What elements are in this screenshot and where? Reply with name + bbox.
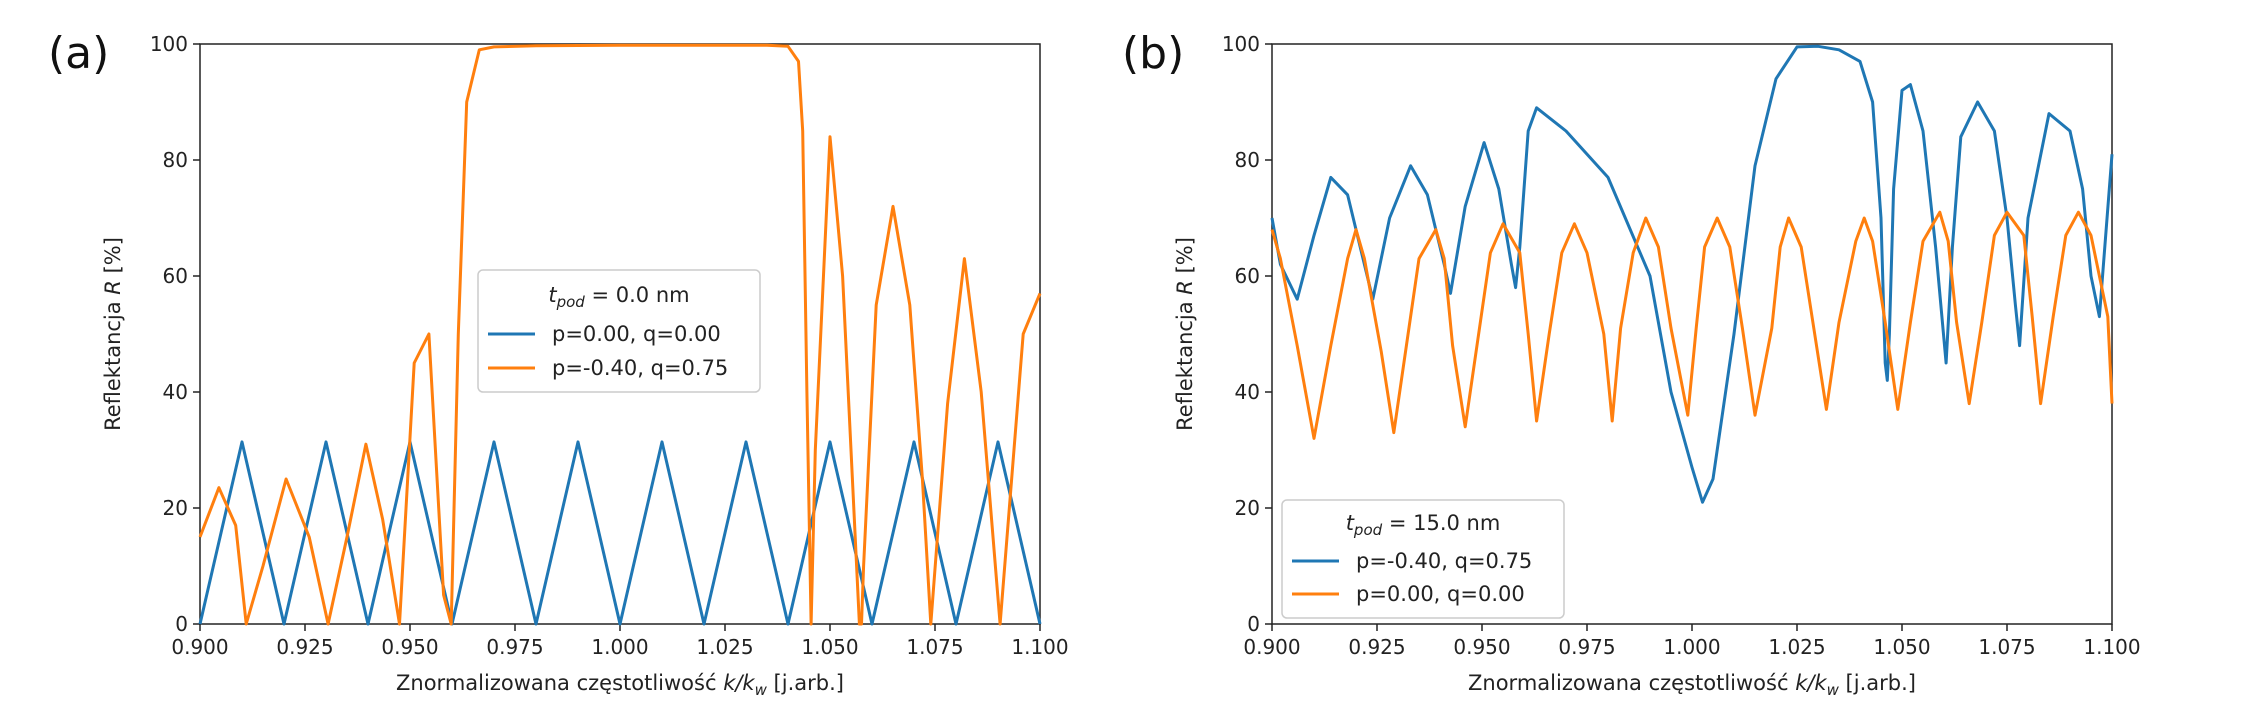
y-tick-label: 40: [1235, 380, 1260, 404]
series-lines-a: [198, 43, 1042, 626]
legend-title-b: tpod = 15.0 nm: [1346, 511, 1501, 539]
x-axis-label-b: Znormalizowana częstotliwość k/kw [j.arb…: [1468, 671, 1916, 699]
legend-box-b: [1281, 499, 1565, 619]
y-tick-label: 20: [1235, 496, 1260, 520]
x-axis-label-a: Znormalizowana częstotliwość k/kw [j.arb…: [396, 671, 844, 699]
x-tick-label: 0.900: [171, 635, 228, 659]
y-tick-label: 60: [1235, 264, 1260, 288]
legend-a: tpod = 0.0 nm p=0.00, q=0.00 p=-0.40, q=…: [477, 269, 761, 393]
y-ticks-b: 0 20 40 60 80 100: [1222, 32, 1272, 636]
y-tick-label: 20: [163, 496, 188, 520]
x-tick-label: 0.975: [486, 635, 543, 659]
y-tick-label: 100: [150, 32, 188, 56]
series-line-orange-b: [1270, 210, 2114, 440]
y-tick-label: 100: [1222, 32, 1260, 56]
chart-b: (b) 0.900 0.925 0.950 0.975 1.000 1.025 1.050 1…: [1122, 28, 2141, 699]
y-tick-label: 60: [163, 264, 188, 288]
x-tick-label: 0.950: [381, 635, 438, 659]
x-tick-label: 1.025: [1768, 635, 1825, 659]
x-tick-label: 1.000: [591, 635, 648, 659]
y-tick-label: 80: [1235, 148, 1260, 172]
series-line-blue-b: [1270, 44, 2114, 504]
series-line-blue-a: [198, 440, 1042, 626]
chart-a: (a) 0.900 0.925 0.950 0.975 1.000 1.025 1.050 1…: [48, 28, 1069, 699]
x-tick-label: 0.900: [1243, 635, 1300, 659]
y-axis-label-b: Reflektancja R [%]: [1173, 237, 1197, 431]
y-tick-label: 40: [163, 380, 188, 404]
x-tick-label: 1.075: [1978, 635, 2035, 659]
legend-title-a: tpod = 0.0 nm: [548, 283, 689, 311]
legend-entry-1-a: p=0.00, q=0.00: [552, 322, 721, 346]
y-tick-label: 0: [1247, 612, 1260, 636]
x-tick-label: 1.050: [801, 635, 858, 659]
x-tick-label: 1.100: [1011, 635, 1068, 659]
y-tick-label: 0: [175, 612, 188, 636]
x-ticks-a: 0.900 0.925 0.950 0.975 1.000 1.025 1.050 1.075…: [171, 624, 1069, 659]
x-tick-label: 1.050: [1873, 635, 1930, 659]
series-lines-b: [1270, 44, 2114, 504]
y-tick-label: 80: [163, 148, 188, 172]
legend-entry-2-b: p=0.00, q=0.00: [1356, 582, 1525, 606]
y-ticks-a: 0 20 40 60 80 100: [150, 32, 200, 636]
x-ticks-b: 0.900 0.925 0.950 0.975 1.000 1.025 1.050 1.075…: [1243, 624, 2141, 659]
legend-box-a: [477, 269, 761, 393]
x-tick-label: 0.950: [1453, 635, 1510, 659]
x-tick-label: 0.975: [1558, 635, 1615, 659]
x-tick-label: 1.000: [1663, 635, 1720, 659]
panel-label-a: (a): [48, 28, 109, 79]
series-line-orange-a: [198, 43, 1042, 626]
x-tick-label: 0.925: [276, 635, 333, 659]
x-tick-label: 0.925: [1348, 635, 1405, 659]
x-tick-label: 1.025: [696, 635, 753, 659]
legend-entry-1-b: p=-0.40, q=0.75: [1356, 549, 1532, 573]
legend-entry-2-a: p=-0.40, q=0.75: [552, 356, 728, 380]
panel-label-b: (b): [1122, 28, 1184, 79]
x-tick-label: 1.075: [906, 635, 963, 659]
x-tick-label: 1.100: [2083, 635, 2140, 659]
y-axis-label-a: Reflektancja R [%]: [101, 237, 125, 431]
legend-b: tpod = 15.0 nm p=-0.40, q=0.75 p=0.00, q…: [1281, 499, 1565, 619]
